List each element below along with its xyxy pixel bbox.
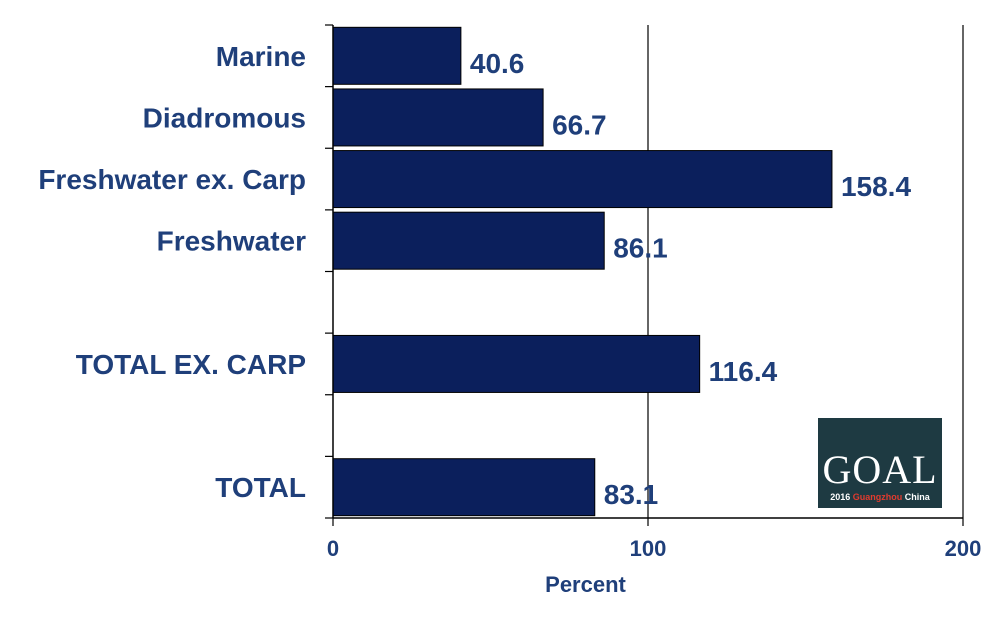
axes	[325, 24, 964, 526]
value-labels: 40.6 66.7 158.4 86.1 116.4 83.1	[470, 48, 912, 510]
bar-3	[332, 150, 833, 209]
gridlines	[647, 25, 964, 518]
category-label: Diadromous	[143, 102, 306, 133]
value-label: 86.1	[613, 233, 668, 264]
logo-year: 2016	[830, 492, 851, 502]
bar-4	[332, 211, 605, 270]
x-tick-label: 0	[327, 536, 339, 561]
value-label: 158.4	[841, 171, 911, 202]
logo-text: GOAL	[822, 447, 938, 492]
value-label: 116.4	[709, 356, 778, 387]
category-label: Freshwater ex. Carp	[38, 164, 306, 195]
value-label: 66.7	[552, 109, 607, 140]
value-label: 40.6	[470, 48, 525, 79]
logo-city: Guangzhou	[852, 492, 903, 502]
category-label: Marine	[216, 41, 306, 72]
goal-logo: GOAL 2016 Guangzhou China	[818, 418, 942, 508]
category-label: TOTAL	[215, 472, 306, 503]
bar-1	[332, 26, 462, 85]
category-labels: Marine Diadromous Freshwater ex. Carp Fresh…	[38, 41, 306, 503]
logo-country: China	[904, 492, 930, 502]
x-axis-title: Percent	[545, 572, 626, 597]
logo-subtitle: 2016 Guangzhou China	[818, 492, 942, 502]
x-tick-label: 200	[945, 536, 982, 561]
category-label: Freshwater	[157, 226, 306, 257]
bar-2	[332, 88, 544, 147]
bars	[332, 26, 833, 517]
bar-6	[332, 458, 596, 517]
category-label: TOTAL EX. CARP	[76, 349, 306, 380]
value-label: 83.1	[604, 479, 659, 510]
x-tick-label: 100	[630, 536, 667, 561]
bar-5	[332, 334, 701, 393]
x-tick-labels: 0 100 200	[327, 536, 981, 561]
